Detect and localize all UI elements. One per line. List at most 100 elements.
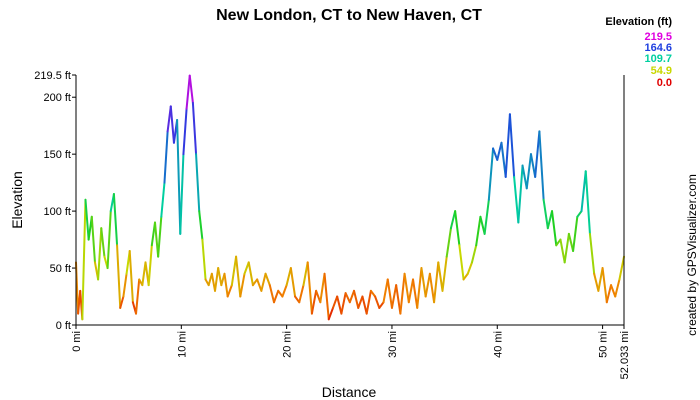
- elevation-segment: [382, 278, 389, 304]
- y-tick-label: 0 ft: [56, 320, 71, 332]
- elevation-segment: [521, 164, 528, 190]
- elevation-segment: [374, 295, 381, 309]
- elevation-segment: [487, 147, 495, 201]
- x-tick-label: 0 mi: [71, 331, 83, 352]
- elevation-segment: [584, 170, 591, 235]
- legend: Elevation (ft) 219.5 164.6 109.7 54.9 0.…: [605, 16, 672, 89]
- elevation-segment: [81, 198, 87, 321]
- elevation-segment: [176, 118, 182, 235]
- elevation-segment: [260, 272, 267, 292]
- elevation-segment: [458, 244, 465, 281]
- plot-area: [76, 75, 624, 325]
- elevation-segment: [185, 74, 191, 110]
- elevation-segment: [201, 238, 207, 281]
- elevation-segment: [214, 267, 220, 292]
- elevation-segment: [508, 113, 516, 178]
- elevation-segment: [496, 141, 503, 161]
- elevation-segment: [182, 107, 188, 156]
- legend-title: Elevation (ft): [605, 16, 672, 28]
- x-axis-ticks: 0 mi 10 mi 20 mi 30 mi 40 mi 50 mi 52.033 mi: [71, 325, 631, 379]
- elevation-segment: [298, 284, 305, 304]
- elevation-segment: [106, 210, 112, 270]
- elevation-segment: [517, 164, 524, 224]
- elevation-segment: [369, 289, 377, 298]
- elevation-segment: [428, 272, 436, 304]
- elevation-segment: [319, 272, 326, 304]
- elevation-segment: [534, 130, 541, 178]
- elevation-segment: [169, 105, 175, 144]
- elevation-segment: [191, 101, 198, 156]
- elevation-segment: [357, 295, 364, 309]
- elevation-segment: [420, 267, 427, 298]
- elevation-segment: [462, 272, 469, 281]
- elevation-segment: [256, 278, 263, 292]
- elevation-segment: [353, 289, 360, 309]
- elevation-segment: [243, 261, 250, 275]
- elevation-segment: [135, 278, 141, 315]
- elevation-segment: [198, 210, 204, 241]
- elevation-segment: [529, 153, 537, 178]
- elevation-segment: [445, 227, 452, 258]
- elevation-segment: [504, 113, 511, 178]
- elevation-segment: [416, 267, 423, 309]
- elevation-segment: [128, 249, 134, 304]
- elevation-segment: [492, 147, 499, 161]
- elevation-segment: [188, 74, 194, 104]
- elevation-segment: [470, 244, 478, 264]
- elevation-segment: [395, 284, 402, 315]
- elevation-segment: [567, 232, 575, 252]
- elevation-segment: [141, 261, 147, 287]
- elevation-segment: [593, 272, 600, 292]
- y-tick-label: 50 ft: [50, 263, 71, 275]
- elevation-segment: [157, 215, 163, 258]
- elevation-segment: [264, 272, 271, 287]
- elevation-segment: [302, 261, 309, 287]
- elevation-segment: [239, 272, 246, 298]
- elevation-segment: [340, 292, 347, 315]
- elevation-segment: [84, 198, 90, 241]
- x-tick-label: 50 mi: [598, 331, 610, 358]
- x-axis-label: Distance: [322, 384, 377, 400]
- elevation-segment: [454, 210, 461, 247]
- legend-entry: 164.6: [644, 42, 672, 54]
- elevation-segment: [559, 238, 566, 264]
- elevation-segment: [588, 232, 596, 275]
- elevation-segment: [179, 153, 185, 235]
- elevation-segment: [475, 215, 482, 247]
- elevation-segment: [610, 284, 617, 298]
- elevation-segment: [163, 130, 169, 184]
- elevation-segment: [217, 267, 223, 287]
- elevation-segment: [403, 272, 410, 304]
- elevation-segment: [361, 295, 368, 315]
- x-tick-label: 52.033 mi: [619, 331, 631, 379]
- elevation-segment: [323, 272, 330, 321]
- elevation-segment: [289, 267, 297, 298]
- elevation-segment: [365, 289, 372, 315]
- elevation-segment: [90, 215, 96, 264]
- x-tick-label: 30 mi: [387, 331, 399, 358]
- elevation-segment: [538, 130, 545, 201]
- elevation-segment: [285, 267, 292, 287]
- elevation-segment: [223, 272, 229, 298]
- elevation-segment: [390, 284, 398, 309]
- elevation-segment: [100, 227, 106, 258]
- elevation-segment: [310, 289, 318, 315]
- elevation-segment: [525, 153, 532, 190]
- elevation-segment: [378, 301, 385, 309]
- elevation-segment: [542, 198, 549, 230]
- elevation-segment: [546, 210, 554, 230]
- y-axis-ticks: 0 ft 50 ft 100 ft 150 ft 200 ft 219.5 ft: [34, 70, 76, 332]
- elevation-segment: [601, 267, 608, 304]
- elevation-segment: [226, 284, 233, 298]
- elevation-segment: [466, 261, 473, 275]
- legend-entry: 109.7: [644, 53, 672, 65]
- elevation-line: [75, 74, 625, 321]
- elevation-segment: [230, 255, 238, 287]
- elevation-segment: [424, 272, 431, 298]
- elevation-segment: [147, 244, 153, 287]
- elevation-segment: [195, 153, 201, 213]
- elevation-segment: [281, 284, 288, 298]
- elevation-segment: [513, 175, 520, 224]
- legend-entry: 0.0: [657, 77, 672, 89]
- y-tick-label: 100 ft: [43, 206, 71, 218]
